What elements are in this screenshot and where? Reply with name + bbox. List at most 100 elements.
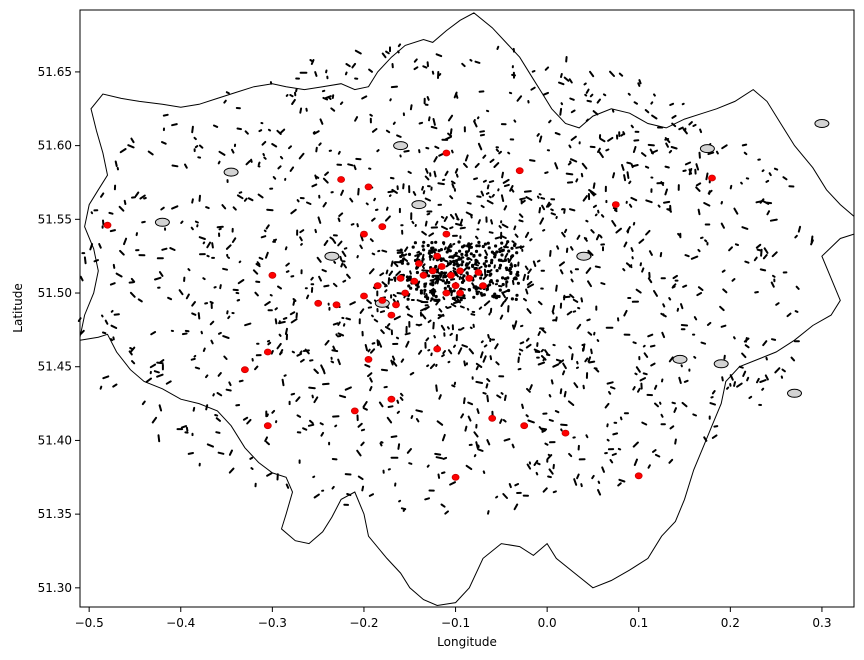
feature-dot	[407, 170, 412, 174]
feature-dot	[502, 178, 510, 184]
feature-dot	[515, 246, 521, 249]
feature-dot	[586, 318, 591, 322]
feature-dot	[433, 156, 438, 163]
feature-dot	[566, 310, 573, 316]
feature-dot	[398, 499, 402, 503]
feature-dot	[426, 212, 431, 216]
feature-dot	[503, 438, 511, 442]
feature-dot	[443, 286, 447, 290]
feature-dot	[388, 270, 394, 277]
feature-dot	[674, 438, 677, 445]
feature-dot	[589, 190, 595, 197]
feature-dot	[475, 292, 479, 296]
feature-dot	[421, 185, 424, 191]
feature-dot	[509, 271, 513, 275]
feature-dot	[205, 206, 210, 210]
feature-dot	[430, 288, 435, 292]
feature-dot	[525, 337, 530, 342]
feature-dot	[217, 160, 221, 165]
feature-dot	[547, 203, 552, 208]
feature-dot	[507, 249, 511, 253]
feature-dot	[548, 468, 554, 475]
feature-dot	[573, 382, 579, 389]
feature-dot	[513, 119, 517, 123]
highlight-marker	[268, 271, 277, 279]
feature-dot	[435, 384, 438, 392]
feature-dot	[695, 182, 702, 187]
feature-dot	[424, 175, 430, 181]
feature-dot	[342, 323, 346, 327]
feature-dot	[435, 300, 440, 306]
feature-dot	[246, 418, 252, 425]
feature-dot	[447, 132, 453, 137]
feature-dot	[688, 121, 693, 126]
feature-dot	[541, 427, 548, 431]
feature-dot	[458, 249, 462, 253]
feature-dot	[227, 256, 230, 259]
feature-dot	[190, 357, 196, 361]
feature-dot	[483, 300, 491, 307]
feature-dot	[339, 394, 347, 399]
feature-dot	[649, 344, 656, 348]
feature-dot	[654, 384, 658, 390]
feature-dot	[547, 453, 552, 457]
highlight-marker	[474, 268, 483, 276]
feature-dot	[585, 434, 589, 439]
feature-dot	[261, 140, 267, 146]
feature-dot	[361, 485, 365, 492]
feature-dot	[415, 270, 419, 275]
feature-dot	[713, 425, 719, 428]
feature-dot	[310, 276, 314, 281]
feature-dot	[560, 423, 568, 427]
feature-dot	[198, 144, 204, 149]
feature-dot	[245, 160, 251, 166]
feature-dot	[720, 222, 725, 229]
feature-dot	[322, 368, 326, 375]
feature-dot	[79, 275, 84, 282]
feature-dot	[627, 92, 631, 96]
feature-dot	[221, 204, 227, 210]
feature-dot	[322, 382, 330, 386]
feature-dot	[596, 98, 601, 104]
feature-dot	[467, 266, 471, 270]
feature-dot	[266, 208, 274, 212]
feature-dot	[371, 217, 376, 222]
feature-dot	[395, 336, 400, 340]
feature-dot	[257, 193, 264, 199]
feature-dot	[371, 252, 376, 256]
feature-dot	[436, 277, 440, 285]
feature-dot	[501, 282, 505, 287]
feature-dot	[439, 248, 443, 252]
feature-dot	[693, 355, 697, 359]
feature-dot	[139, 194, 146, 200]
feature-dot	[526, 387, 531, 393]
feature-dot	[396, 410, 400, 414]
feature-dot	[397, 443, 401, 450]
feature-dot	[555, 316, 558, 322]
feature-dot	[104, 319, 109, 325]
feature-dot	[435, 276, 439, 280]
feature-dot	[648, 250, 653, 256]
feature-dot	[322, 177, 329, 184]
feature-dot	[354, 116, 359, 122]
feature-dot	[495, 250, 499, 254]
feature-dot	[321, 268, 327, 273]
feature-dot	[368, 493, 374, 497]
feature-dot	[576, 323, 582, 330]
feature-dot	[213, 124, 219, 128]
feature-dot	[477, 219, 481, 225]
feature-dot	[300, 243, 303, 246]
feature-dot	[283, 374, 287, 377]
feature-dot	[299, 107, 303, 114]
feature-dot	[404, 258, 409, 262]
feature-dot	[630, 163, 634, 169]
feature-dot	[501, 291, 506, 299]
feature-dot	[219, 284, 222, 290]
feature-dot	[654, 402, 659, 408]
feature-dot	[711, 390, 716, 395]
feature-dot	[238, 379, 244, 383]
feature-dot	[728, 246, 733, 252]
feature-dot	[299, 350, 303, 354]
feature-dot	[457, 347, 463, 355]
feature-dot	[290, 208, 297, 215]
